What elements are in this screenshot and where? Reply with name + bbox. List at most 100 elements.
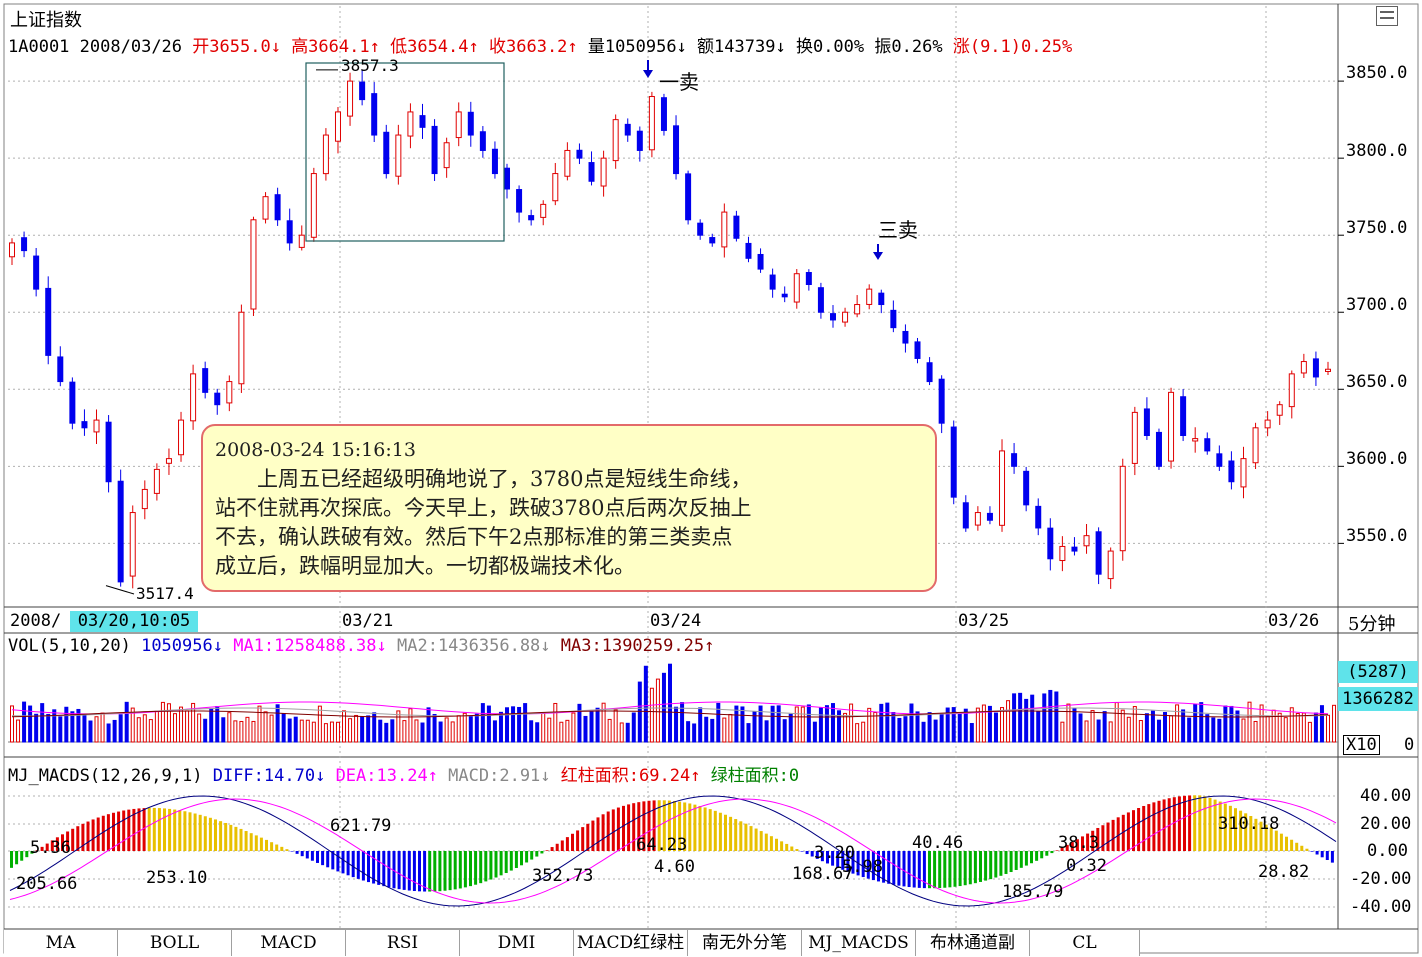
tab-namo-fenbi[interactable]: 南无外分笔 — [688, 929, 802, 956]
quote-volume: 量1050956↓ — [587, 37, 687, 57]
volume-bar — [704, 716, 709, 743]
quote-open: 开3655.0↓ — [192, 37, 281, 57]
candle-body — [1155, 431, 1162, 467]
tab-bollinger-sub[interactable]: 布林通道副 — [916, 929, 1030, 956]
macd-histogram-bar — [1310, 851, 1314, 852]
macd-histogram-bar — [968, 851, 972, 885]
macd-histogram-bar — [1096, 827, 1100, 851]
candle-body — [322, 134, 329, 175]
candle-body — [745, 242, 752, 259]
tab-rsi[interactable]: RSI — [346, 929, 460, 956]
macd-histogram-bar — [780, 841, 784, 851]
candle-body — [697, 222, 704, 236]
macd-histogram-bar — [826, 851, 829, 864]
candle-body — [117, 480, 124, 583]
volume-bar — [1259, 704, 1264, 743]
note-line: 成立后，跌幅明显加大。一切都极端技术化。 — [215, 554, 635, 578]
macd-histogram-bar — [203, 816, 207, 851]
candle-body — [1300, 361, 1307, 374]
tab-ma[interactable]: MA — [4, 929, 118, 956]
macd-histogram-bar — [117, 811, 121, 851]
volume-bar — [631, 712, 636, 743]
window-toggle-icon[interactable] — [1376, 6, 1398, 26]
volume-scale[interactable]: X10 — [1343, 735, 1380, 755]
macd-y-tick: 0.00 — [1367, 841, 1408, 861]
volume-bar — [957, 712, 962, 743]
volume-bar — [366, 715, 371, 743]
macd-histogram-bar — [137, 808, 141, 851]
volume-bar — [686, 721, 691, 743]
macd-histogram-bar — [1249, 816, 1253, 851]
macd-histogram-bar — [326, 851, 330, 868]
volume-bar — [770, 705, 775, 743]
volume-bar — [1036, 710, 1041, 743]
volume-bar — [607, 718, 612, 743]
volume-bar — [879, 703, 884, 743]
tab-dmi[interactable]: DMI — [460, 929, 574, 956]
volume-bar — [758, 705, 763, 743]
macd-histogram-bar — [805, 851, 809, 855]
volume-bar — [360, 716, 365, 743]
candle-body — [202, 368, 209, 393]
volume-bar — [818, 707, 823, 743]
volume-bar — [674, 706, 679, 743]
volume-bar — [987, 705, 992, 743]
macd-histogram-bar — [1126, 812, 1130, 851]
macd-histogram-bar — [469, 851, 472, 887]
macd-histogram-bar — [96, 817, 100, 851]
volume-bar — [1289, 707, 1294, 743]
volume-bar — [1169, 715, 1174, 743]
tab-boll[interactable]: BOLL — [118, 929, 232, 956]
macd-histogram-bar — [300, 851, 304, 857]
macd-histogram-bar — [1228, 805, 1232, 851]
volume-bar — [221, 717, 226, 743]
volume-bar — [396, 710, 401, 743]
candle-body — [21, 237, 28, 252]
tab-mj-macds[interactable]: MJ_MACDS — [802, 929, 916, 956]
macd-histogram-bar — [769, 836, 773, 851]
volume-bar — [668, 663, 672, 743]
macd-histogram-bar — [1035, 851, 1039, 861]
volume-bar — [1181, 709, 1186, 743]
macd-histogram-bar — [734, 819, 738, 851]
volume-bar — [1096, 719, 1101, 743]
volume-bar — [354, 714, 359, 743]
macd-histogram-bar — [382, 851, 386, 887]
macd-histogram-bar — [265, 839, 268, 851]
volume-bar — [1090, 710, 1095, 743]
candle-body — [347, 80, 354, 117]
period-selector[interactable]: 5分钟 — [1348, 614, 1396, 635]
volume-bar — [142, 714, 147, 743]
macd-dea: DEA:13.24↑ — [335, 766, 438, 786]
candle-body — [1240, 458, 1247, 488]
candle-body — [153, 468, 160, 494]
volume-bar — [1060, 721, 1065, 743]
macd-histogram-bar — [1325, 851, 1329, 861]
volume-bar — [619, 722, 624, 743]
candle-body — [866, 288, 873, 305]
volume-bar — [52, 709, 57, 743]
macd-histogram-bar — [550, 847, 554, 851]
volume-bar — [179, 706, 184, 743]
macd-histogram-bar — [912, 851, 916, 888]
macd-histogram-bar — [683, 802, 687, 851]
tab-cl[interactable]: CL — [1030, 929, 1140, 956]
macd-histogram-bar — [1177, 796, 1181, 851]
volume-bar — [1156, 719, 1161, 743]
macd-histogram-bar — [754, 828, 758, 851]
indicator-tab-bar: MA BOLL MACD RSI DMI MACD红绿柱 南无外分笔 MJ_MA… — [4, 929, 1414, 956]
quote-turnover: 换0.00% — [795, 37, 865, 57]
tab-macd[interactable]: MACD — [232, 929, 346, 956]
macd-histogram-bar — [20, 851, 24, 861]
volume-bar — [547, 717, 552, 743]
tab-macd-red-green[interactable]: MACD红绿柱 — [574, 929, 688, 956]
volume-bar — [1241, 718, 1246, 743]
volume-bar — [468, 715, 473, 743]
volume-bar — [830, 703, 835, 743]
candle-body — [1216, 453, 1223, 467]
candle-body — [733, 215, 740, 239]
volume-bar — [1024, 698, 1029, 743]
volume-bar — [1247, 701, 1252, 743]
volume-bar — [939, 713, 944, 743]
